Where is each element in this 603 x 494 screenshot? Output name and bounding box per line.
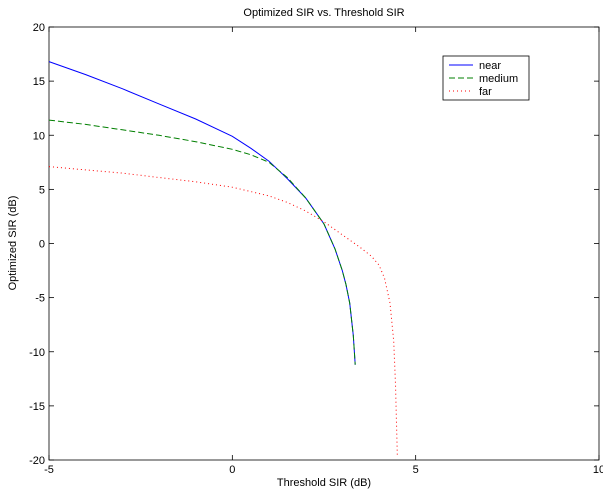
series-line-medium [48, 119, 356, 365]
y-tick-label: 20 [33, 22, 45, 34]
legend-box [442, 55, 530, 101]
chart-title: Optimized SIR vs. Threshold SIR [243, 7, 404, 19]
x-tick-label: 10 [593, 464, 603, 476]
series-layer [48, 61, 398, 455]
y-tick-label: -10 [29, 347, 45, 359]
y-axis-label: Optimized SIR (dB) [7, 196, 19, 291]
x-tick-label: 5 [413, 464, 419, 476]
y-tick-label: -20 [29, 455, 45, 467]
x-axis-label: Threshold SIR (dB) [277, 477, 371, 489]
axis-ticks: -5 0 5 10 -20 -15 -10 -5 0 5 10 15 20 [29, 22, 603, 476]
y-tick-label: 10 [33, 130, 45, 142]
y-tick-label: 5 [39, 184, 45, 196]
y-tick-label: -5 [35, 293, 45, 305]
legend-label-medium: medium [479, 73, 518, 85]
y-tick-label: 15 [33, 76, 45, 88]
x-tick-label: 0 [229, 464, 235, 476]
legend-label-far: far [479, 86, 492, 98]
y-tick-label: 0 [39, 239, 45, 251]
y-tick-label: -15 [29, 401, 45, 413]
legend-label-near: near [479, 60, 501, 72]
x-tick-label: -5 [44, 464, 54, 476]
